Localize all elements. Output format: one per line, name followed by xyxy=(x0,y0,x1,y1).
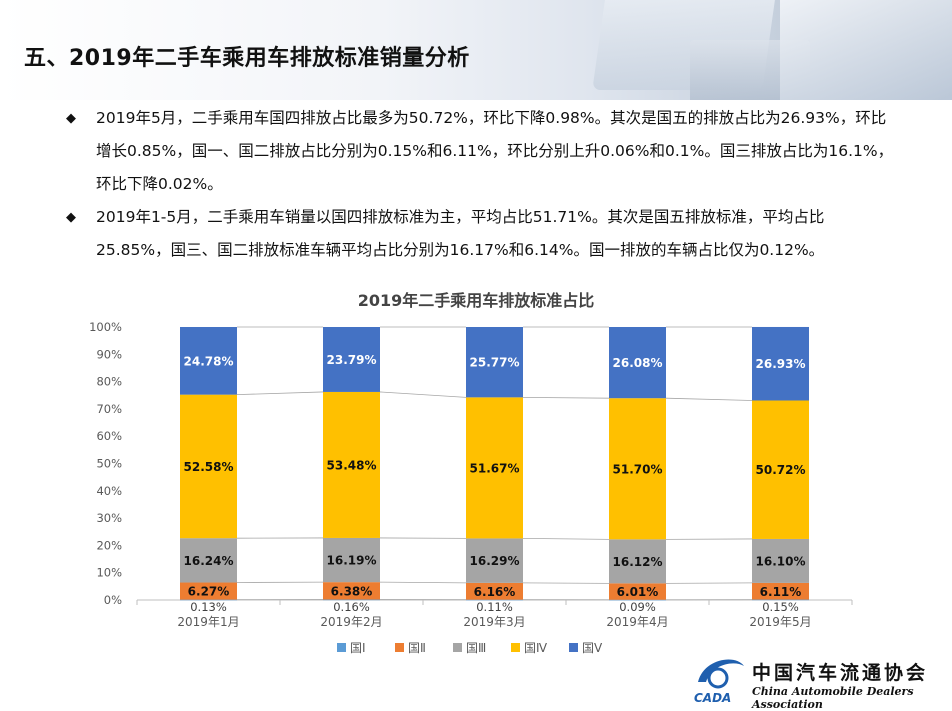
bar-segment xyxy=(180,327,237,395)
bullet-list: ◆ 2019年5月，二手乘用车国四排放占比最多为50.72%，环比下降0.98%… xyxy=(66,102,896,267)
legend-swatch xyxy=(337,643,346,652)
bar-segment xyxy=(466,582,523,600)
chart-title: 2019年二手乘用车排放标准占比 xyxy=(358,291,595,310)
y-tick-label: 70% xyxy=(96,402,122,416)
legend-label: 国Ⅲ xyxy=(466,641,486,655)
cada-emblem-icon: CADA xyxy=(694,659,744,705)
x-tick-label: 2019年5月 xyxy=(749,615,811,629)
y-tick-label: 0% xyxy=(104,593,122,607)
data-label: 6.38% xyxy=(331,584,373,598)
bar-segment xyxy=(323,391,380,538)
data-label: 53.48% xyxy=(327,458,377,472)
data-label: 23.79% xyxy=(327,353,377,367)
data-label: 26.93% xyxy=(756,357,806,371)
data-label: 6.27% xyxy=(188,585,230,599)
bar-segment xyxy=(466,327,523,398)
bar-segment xyxy=(466,397,523,539)
diamond-bullet-icon: ◆ xyxy=(66,111,76,126)
legend-label: 国Ⅰ xyxy=(350,641,366,655)
bullet-text: 2019年5月，二手乘用车国四排放占比最多为50.72%，环比下降0.98%。其… xyxy=(96,109,894,193)
data-label: 52.58% xyxy=(184,460,234,474)
y-tick-label: 90% xyxy=(96,347,122,361)
legend-swatch xyxy=(511,643,520,652)
bar-segment xyxy=(466,599,523,601)
y-tick-label: 40% xyxy=(96,484,122,498)
bar-segment xyxy=(180,582,237,600)
data-label: 16.10% xyxy=(756,554,806,568)
bar-segment xyxy=(180,538,237,583)
bar-segment xyxy=(323,599,380,601)
bar-segment xyxy=(609,327,666,399)
legend-swatch xyxy=(569,643,578,652)
x-tick-label: 2019年4月 xyxy=(606,615,668,629)
y-tick-label: 10% xyxy=(96,566,122,580)
series-line xyxy=(522,396,610,399)
data-label: 6.11% xyxy=(760,585,802,599)
bullet-item: ◆ 2019年5月，二手乘用车国四排放占比最多为50.72%，环比下降0.98%… xyxy=(66,102,896,201)
data-label: 16.29% xyxy=(470,554,520,568)
page-title: 五、2019年二手车乘用车排放标准销量分析 xyxy=(24,46,470,71)
x-tick-label: 2019年2月 xyxy=(320,615,382,629)
data-label: 0.15% xyxy=(762,600,799,614)
bar-segment xyxy=(609,599,666,601)
data-label: 51.70% xyxy=(613,462,663,476)
data-label: 6.01% xyxy=(617,585,659,599)
data-label: 0.09% xyxy=(619,600,656,614)
bar-segment xyxy=(323,327,380,392)
legend-label: 国Ⅴ xyxy=(582,641,603,655)
data-label: 25.77% xyxy=(470,356,520,370)
logo-chinese-name: 中国汽车流通协会 xyxy=(752,662,929,684)
bar-segment xyxy=(752,582,809,600)
data-label: 26.08% xyxy=(613,356,663,370)
bar-segment xyxy=(609,583,666,600)
logo-english-name: China Automobile Dealers Association xyxy=(752,685,914,711)
series-line xyxy=(379,581,467,584)
bar-segment xyxy=(180,599,237,601)
bar-segment xyxy=(752,326,809,401)
data-label: 6.16% xyxy=(474,585,516,599)
bar-segment xyxy=(752,538,809,583)
header-decoration xyxy=(780,0,952,100)
y-tick-label: 100% xyxy=(89,320,122,334)
data-label: 0.11% xyxy=(476,600,513,614)
data-label: 16.19% xyxy=(327,554,377,568)
bar-segment xyxy=(752,400,809,539)
bar-segment xyxy=(323,537,380,583)
data-label: 50.72% xyxy=(756,463,806,477)
data-label: 0.16% xyxy=(333,600,370,614)
x-tick-label: 2019年1月 xyxy=(177,615,239,629)
series-line xyxy=(665,397,753,401)
x-tick-label: 2019年3月 xyxy=(463,615,525,629)
legend-swatch xyxy=(395,643,404,652)
svg-text:CADA: CADA xyxy=(694,691,731,705)
diamond-bullet-icon: ◆ xyxy=(66,210,76,225)
data-label: 16.24% xyxy=(184,554,234,568)
series-line xyxy=(522,538,610,540)
bar-segment xyxy=(609,398,666,540)
bar-segment xyxy=(609,539,666,584)
series-line xyxy=(236,391,324,396)
bar-segment xyxy=(752,599,809,601)
legend-label: 国Ⅱ xyxy=(408,641,426,655)
bar-segment xyxy=(180,394,237,539)
y-tick-label: 30% xyxy=(96,511,122,525)
bullet-item: ◆ 2019年1-5月，二手乘用车销量以国四排放标准为主，平均占比51.71%。… xyxy=(66,201,896,267)
data-label: 0.13% xyxy=(190,600,227,614)
y-tick-label: 80% xyxy=(96,375,122,389)
legend-swatch xyxy=(453,643,462,652)
data-label: 16.12% xyxy=(613,555,663,569)
y-tick-label: 60% xyxy=(96,429,122,443)
bar-segment xyxy=(323,582,380,600)
y-tick-label: 50% xyxy=(96,457,122,471)
stacked-bar-chart: 2019年二手乘用车排放标准占比 0% 10% 20% 30% 40% 50% 60% 70% 8… xyxy=(89,291,853,655)
bullet-text: 2019年1-5月，二手乘用车销量以国四排放标准为主，平均占比51.71%。其次… xyxy=(96,208,825,259)
bar-segment xyxy=(466,538,523,583)
y-tick-label: 20% xyxy=(96,538,122,552)
header-banner: 五、2019年二手车乘用车排放标准销量分析 xyxy=(0,0,952,100)
legend-label: 国Ⅳ xyxy=(524,641,547,655)
data-label: 24.78% xyxy=(184,354,234,368)
cada-logo: CADA 中国汽车流通协会 China Automobile Dealers A… xyxy=(690,652,952,711)
data-label: 51.67% xyxy=(470,461,520,475)
series-line xyxy=(379,391,467,398)
